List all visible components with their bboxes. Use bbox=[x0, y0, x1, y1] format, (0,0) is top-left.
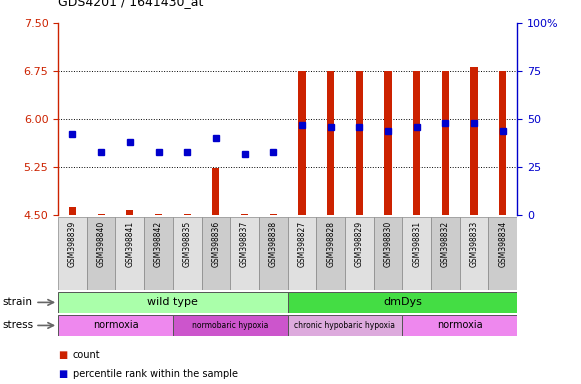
Bar bbox=[69, 207, 76, 215]
Bar bbox=[374, 217, 403, 290]
Text: GSM398834: GSM398834 bbox=[498, 220, 507, 267]
Bar bbox=[230, 217, 259, 290]
Text: GSM398830: GSM398830 bbox=[383, 220, 393, 267]
Text: GSM398833: GSM398833 bbox=[469, 220, 479, 267]
Text: GSM398829: GSM398829 bbox=[355, 220, 364, 267]
Bar bbox=[98, 214, 105, 215]
Text: GSM398828: GSM398828 bbox=[326, 220, 335, 266]
Text: normoxia: normoxia bbox=[437, 320, 483, 331]
Bar bbox=[288, 217, 316, 290]
Bar bbox=[385, 71, 392, 215]
Bar bbox=[356, 71, 363, 215]
Bar bbox=[413, 71, 420, 215]
Bar bbox=[87, 217, 116, 290]
Text: strain: strain bbox=[3, 297, 33, 308]
Bar bbox=[299, 71, 306, 215]
Bar bbox=[173, 217, 202, 290]
Text: GSM398839: GSM398839 bbox=[68, 220, 77, 267]
Bar bbox=[460, 217, 489, 290]
Text: normobaric hypoxia: normobaric hypoxia bbox=[192, 321, 268, 330]
Text: GSM398835: GSM398835 bbox=[182, 220, 192, 267]
Text: GDS4201 / 1641430_at: GDS4201 / 1641430_at bbox=[58, 0, 203, 8]
Text: GSM398840: GSM398840 bbox=[96, 220, 106, 267]
Text: GSM398836: GSM398836 bbox=[211, 220, 220, 267]
Bar bbox=[270, 214, 277, 215]
Bar bbox=[471, 66, 478, 215]
Bar bbox=[288, 315, 403, 336]
Bar bbox=[202, 217, 230, 290]
Bar bbox=[499, 71, 506, 215]
Bar bbox=[144, 217, 173, 290]
Text: chronic hypobaric hypoxia: chronic hypobaric hypoxia bbox=[295, 321, 396, 330]
Bar bbox=[327, 71, 334, 215]
Text: dmDys: dmDys bbox=[383, 297, 422, 308]
Text: wild type: wild type bbox=[148, 297, 198, 308]
Bar bbox=[212, 168, 220, 215]
Bar bbox=[259, 217, 288, 290]
Text: percentile rank within the sample: percentile rank within the sample bbox=[73, 369, 238, 379]
Text: GSM398827: GSM398827 bbox=[297, 220, 306, 267]
Bar bbox=[489, 217, 517, 290]
Text: GSM398838: GSM398838 bbox=[269, 220, 278, 267]
Text: GSM398832: GSM398832 bbox=[441, 220, 450, 267]
Bar bbox=[126, 210, 134, 215]
Text: GSM398842: GSM398842 bbox=[154, 220, 163, 267]
Text: ■: ■ bbox=[58, 369, 67, 379]
Text: GSM398837: GSM398837 bbox=[240, 220, 249, 267]
Bar bbox=[316, 217, 345, 290]
Bar bbox=[288, 292, 517, 313]
Text: ■: ■ bbox=[58, 350, 67, 360]
Bar bbox=[241, 214, 248, 215]
Bar bbox=[58, 292, 288, 313]
Text: normoxia: normoxia bbox=[92, 320, 138, 331]
Bar bbox=[345, 217, 374, 290]
Bar bbox=[184, 214, 191, 215]
Bar bbox=[58, 217, 87, 290]
Bar bbox=[173, 315, 288, 336]
Bar bbox=[403, 217, 431, 290]
Bar bbox=[431, 217, 460, 290]
Text: GSM398841: GSM398841 bbox=[125, 220, 134, 267]
Text: GSM398831: GSM398831 bbox=[412, 220, 421, 267]
Text: stress: stress bbox=[3, 320, 34, 331]
Bar bbox=[403, 315, 517, 336]
Bar bbox=[58, 315, 173, 336]
Bar bbox=[442, 71, 449, 215]
Bar bbox=[155, 214, 162, 215]
Text: count: count bbox=[73, 350, 101, 360]
Bar bbox=[116, 217, 144, 290]
